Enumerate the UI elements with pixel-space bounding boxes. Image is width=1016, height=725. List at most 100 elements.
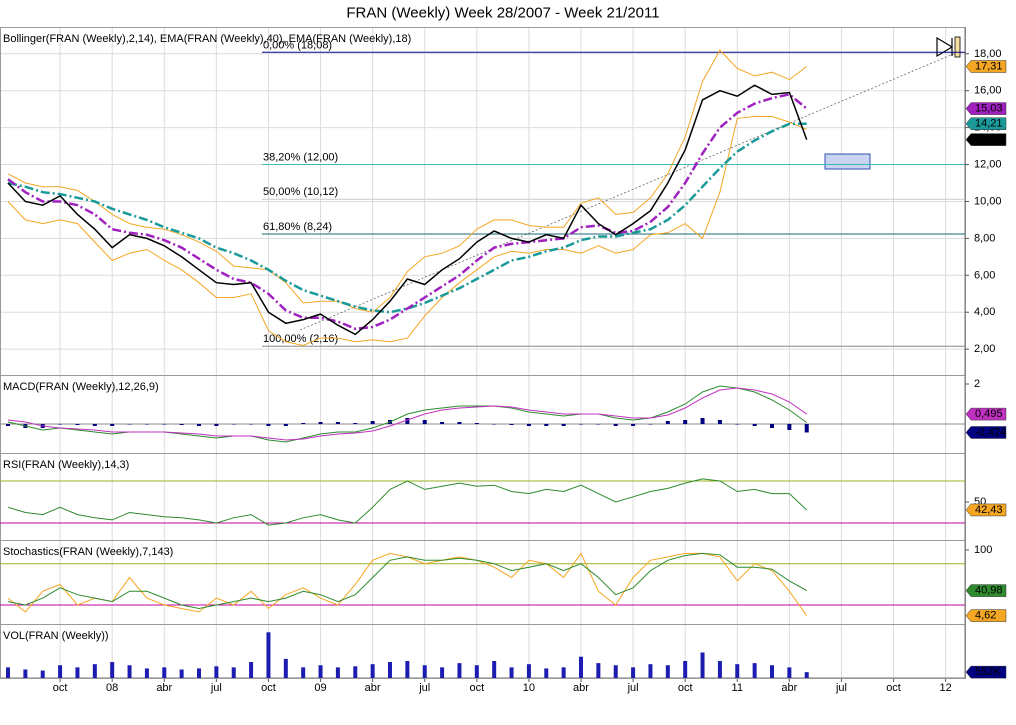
bar [544,668,549,678]
value-tag-label: -0,424 [975,426,1006,438]
bar [770,665,774,678]
level-label: 100,00% (2,16) [263,333,338,345]
bar [700,652,705,678]
bar [770,424,774,428]
bar [440,422,445,424]
bar [509,667,514,678]
y-tick-label: 4,00 [974,306,995,318]
bar [92,664,97,678]
bar [474,423,479,424]
panel-title: VOL(FRAN (Weekly)) [3,630,109,642]
x-tick-label: abr [573,682,589,694]
panel-title: Stochastics(FRAN (Weekly),7,143) [3,546,173,558]
bar [735,424,740,425]
bar [422,665,427,678]
bar [318,422,323,424]
value-tag-label: 552K [975,666,1001,678]
bar [283,424,288,426]
bar [6,667,10,678]
value-tag [965,609,1007,622]
level-label: 50,00% (10,12) [263,186,338,198]
bar [266,424,271,426]
series-line [7,552,807,610]
y-tick-label: 6,00 [974,269,995,281]
bar [75,424,80,425]
x-tick-label: 12 [940,682,952,694]
y-tick-label: 16,00 [974,85,1002,97]
target-box [824,153,871,170]
value-tag [965,117,1007,130]
x-tick-label: jul [835,682,847,694]
bar [144,424,149,425]
value-tag [965,584,1007,597]
bar [370,421,375,424]
bar [683,420,688,424]
bar [526,424,531,426]
bar [579,656,583,678]
bar [197,424,201,426]
x-tick-label: oct [261,682,276,694]
bar [353,423,358,424]
bar [787,667,792,678]
bar [179,669,184,678]
y-tick-label: 12,00 [974,159,1002,171]
bar [162,667,167,678]
y-tick-label: 18,00 [974,48,1002,60]
value-tag-label: 4,62 [975,610,996,622]
value-tag-label: 42,43 [975,504,1003,516]
x-tick-label: jul [418,682,430,694]
bar [75,667,80,678]
value-tag-label: 13,35 [975,134,1003,146]
bar [440,667,445,678]
bar [301,423,306,424]
bar [58,665,63,678]
bar [405,660,410,678]
bar [40,670,45,678]
x-tick-label: oct [469,682,484,694]
bar [249,424,254,425]
bar [92,424,97,426]
bar [492,660,497,678]
value-tag-label: 17,31 [975,61,1003,73]
x-tick-label: oct [886,682,901,694]
bar [23,669,28,678]
bar [752,663,757,678]
bar [631,667,636,678]
bar [144,668,149,678]
bar [752,424,757,426]
x-tick-label: abr [781,682,797,694]
bar [526,664,531,678]
value-tag [965,133,1007,146]
bar [214,424,219,426]
bar [405,418,410,424]
y-tick-label: 8,00 [974,232,995,244]
bar [58,424,63,425]
series-line [7,49,808,313]
series-line [7,93,808,331]
bar [318,665,323,678]
x-tick-label: oct [678,682,693,694]
bar [561,424,566,426]
bar [110,662,115,678]
bar [735,664,740,678]
bar [596,663,601,678]
bar [179,424,184,425]
panel-title: Bollinger(FRAN (Weekly),2,14), EMA(FRAN … [3,33,411,45]
bar [457,663,462,678]
end-marker [954,36,961,58]
bar [544,424,549,426]
bar [804,424,809,433]
end-marker [936,36,954,58]
bar [422,420,427,424]
level-label: 61,80% (8,24) [263,221,332,233]
bar [197,668,201,678]
series-line [7,387,807,441]
chart-title: FRAN (Weekly) Week 28/2007 - Week 21/201… [346,5,659,22]
x-tick-label: 10 [523,682,535,694]
bar [631,424,636,426]
bar [492,424,497,425]
x-tick-label: 08 [106,682,118,694]
